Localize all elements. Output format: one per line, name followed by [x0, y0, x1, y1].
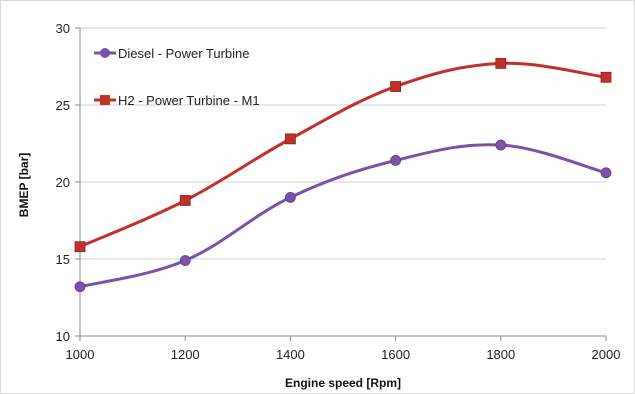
x-tick-label: 2000 — [592, 347, 621, 362]
data-point — [495, 139, 507, 151]
y-axis-title: BMEP [bar] — [17, 153, 31, 217]
y-tick-labels: 10 15 20 25 30 — [56, 21, 80, 344]
series-diesel — [74, 139, 612, 293]
y-tick-label: 20 — [56, 175, 70, 190]
y-tick-label: 15 — [56, 252, 70, 267]
data-point — [390, 81, 402, 92]
series-h2 — [74, 58, 612, 253]
data-point — [179, 195, 191, 206]
x-tick-label: 1800 — [486, 347, 515, 362]
data-point — [179, 255, 191, 266]
legend-label: Diesel - Power Turbine — [118, 46, 250, 61]
legend-item: H2 - Power Turbine - M1 — [94, 93, 260, 108]
x-axis-title: Engine speed [Rpm] — [285, 376, 401, 390]
grid-lines — [80, 27, 606, 260]
legend-label: H2 - Power Turbine - M1 — [118, 93, 260, 108]
legend-marker — [100, 95, 110, 105]
data-point — [495, 58, 507, 69]
data-point — [390, 155, 402, 166]
data-point — [74, 281, 86, 293]
x-tick-labels: 1000 1200 1400 1600 1800 2000 — [66, 336, 621, 362]
y-tick-label: 25 — [56, 98, 70, 113]
data-point — [284, 133, 296, 145]
data-point — [600, 71, 612, 83]
x-tick-label: 1200 — [171, 347, 200, 362]
data-point — [74, 241, 86, 253]
x-tick-label: 1600 — [381, 347, 410, 362]
x-tick-label: 1400 — [276, 347, 305, 362]
y-tick-label: 10 — [56, 329, 70, 344]
y-tick-label: 30 — [56, 21, 70, 36]
series-line — [78, 61, 608, 249]
data-point — [284, 191, 296, 203]
x-tick-label: 1000 — [66, 347, 95, 362]
legend-item: Diesel - Power Turbine — [94, 46, 250, 61]
series-layer — [74, 58, 612, 293]
legend-marker — [100, 48, 110, 58]
legend: Diesel - Power Turbine H2 - Power Turbine… — [94, 46, 260, 108]
series-line — [78, 143, 608, 289]
data-point — [600, 167, 612, 179]
